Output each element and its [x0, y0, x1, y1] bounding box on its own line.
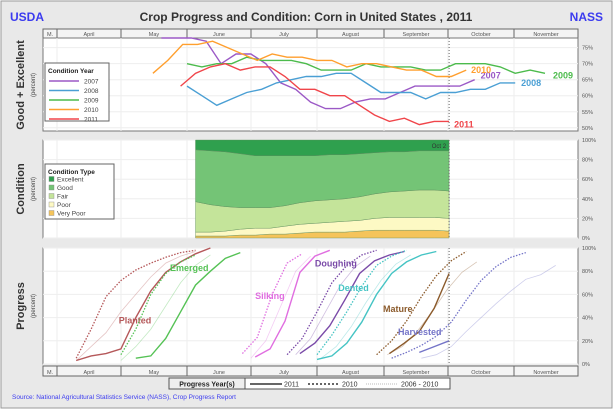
condition-panel: 100% 80% 60% 40% 20% 0% Oct 2	[43, 138, 596, 242]
month-label: April	[83, 32, 94, 38]
legend-swatch	[49, 211, 54, 216]
source-link[interactable]: Source: National Agricultural Statistics…	[12, 394, 236, 401]
month-label: August	[342, 32, 360, 38]
month-label: May	[149, 32, 160, 38]
y-tick-label: 80%	[582, 158, 593, 164]
progress-year-legend: Progress Year(s) 2011 2010 2006 - 2010	[169, 378, 450, 389]
panel2-ylabel-sub: (percent)	[31, 177, 37, 201]
panel1-ylabel-sub: (percent)	[31, 73, 37, 97]
dented-stage-label: Dented	[338, 283, 369, 293]
y-tick-label: 80%	[582, 269, 593, 275]
legend-title: Condition Type	[48, 169, 95, 176]
legend-label: 2010	[84, 107, 99, 114]
legend-swatch	[49, 194, 54, 199]
legend-label: Fair	[57, 194, 69, 201]
y-tick-label: 0%	[582, 236, 590, 242]
panel1-ylabel: Good + Excellent	[15, 40, 27, 130]
y-tick-label: 55%	[582, 110, 593, 116]
y-tick-label: 40%	[582, 197, 593, 203]
good-excellent-panel: 75% 70% 65% 60% 55% 50% 2007 2008 2009 2010 2011	[43, 38, 593, 132]
series-end-label: 2011	[454, 119, 474, 129]
y-tick-label: 70%	[582, 62, 593, 68]
series-end-label: 2008	[521, 78, 541, 88]
y-tick-label: 20%	[582, 216, 593, 222]
panel3-ylabel-sub: (percent)	[31, 294, 37, 318]
bottom-month-axis: M. April May June July August September October…	[43, 366, 578, 376]
planted-stage-label: Planted	[119, 315, 152, 325]
mature-stage-label: Mature	[383, 304, 413, 314]
month-label: June	[213, 32, 225, 38]
month-label: October	[471, 32, 491, 38]
month-label: July	[279, 370, 289, 376]
panel3-ylabel: Progress	[15, 282, 27, 330]
legend-label-2011: 2011	[284, 382, 299, 389]
legend-swatch	[49, 177, 54, 182]
current-week-label: Oct 2	[432, 144, 447, 150]
y-tick-label: 40%	[582, 316, 593, 322]
month-label: May	[149, 370, 160, 376]
legend-title: Progress Year(s)	[179, 382, 235, 389]
y-tick-label: 60%	[582, 94, 593, 100]
y-tick-label: 0%	[582, 362, 590, 368]
month-label: October	[471, 370, 491, 376]
month-label: M.	[47, 32, 54, 38]
month-label: September	[403, 370, 430, 376]
month-label: April	[83, 370, 94, 376]
chart-title: Crop Progress and Condition: Corn in Uni…	[140, 10, 473, 24]
month-label: August	[342, 370, 360, 376]
month-label: November	[533, 32, 559, 38]
chart-canvas: USDA Crop Progress and Condition: Corn i…	[0, 0, 613, 409]
emerged-stage-label: Emerged	[170, 263, 209, 273]
series-end-label: 2010	[471, 65, 491, 75]
legend-label: 2007	[84, 79, 99, 86]
y-tick-label: 100%	[582, 246, 596, 252]
y-tick-label: 60%	[582, 177, 593, 183]
usda-logo-text: USDA	[10, 10, 44, 24]
legend-label-2010: 2010	[342, 382, 358, 389]
legend-label: Very Poor	[57, 211, 86, 218]
legend-swatch	[49, 185, 54, 190]
silking-stage-label: Silking	[255, 291, 285, 301]
y-tick-label: 50%	[582, 126, 593, 132]
legend-label: 2009	[84, 98, 99, 105]
bottom-month-bar	[43, 366, 578, 376]
y-tick-label: 65%	[582, 78, 593, 84]
month-label: July	[279, 32, 289, 38]
y-tick-label: 20%	[582, 339, 593, 345]
legend-label-average: 2006 - 2010	[401, 382, 438, 389]
legend-label: 2011	[84, 117, 98, 124]
doughing-stage-label: Doughing	[315, 259, 357, 269]
month-label: September	[403, 32, 430, 38]
legend-label: Excellent	[57, 177, 84, 184]
series-end-label: 2009	[553, 70, 573, 80]
legend-swatch	[49, 202, 54, 207]
condition-year-legend: Condition Year 2007 2008 2009 2010 2011	[45, 63, 109, 124]
month-label: June	[213, 370, 225, 376]
top-month-axis: M. April May June July August September October…	[43, 29, 578, 38]
legend-title: Condition Year	[48, 68, 94, 75]
y-tick-label: 60%	[582, 292, 593, 298]
y-tick-label: 100%	[582, 138, 596, 144]
top-month-bar	[43, 29, 578, 38]
legend-label: Poor	[57, 202, 72, 209]
legend-label: 2008	[84, 88, 99, 95]
condition-type-legend: Condition Type ExcellentGood FairPoor Very…	[45, 164, 114, 219]
progress-panel: 100% 80% 60% 40% 20% 0% Planted Emerged Silking D…	[43, 246, 596, 368]
y-tick-label: 75%	[582, 46, 593, 52]
crop-progress-figure: USDA Crop Progress and Condition: Corn i…	[0, 0, 613, 409]
month-label: November	[533, 370, 559, 376]
harvested-stage-label: Harvested	[398, 327, 442, 337]
month-label: M.	[47, 370, 54, 376]
nass-logo-text: NASS	[570, 10, 603, 24]
panel2-ylabel: Condition	[15, 163, 27, 215]
legend-label: Good	[57, 185, 73, 192]
